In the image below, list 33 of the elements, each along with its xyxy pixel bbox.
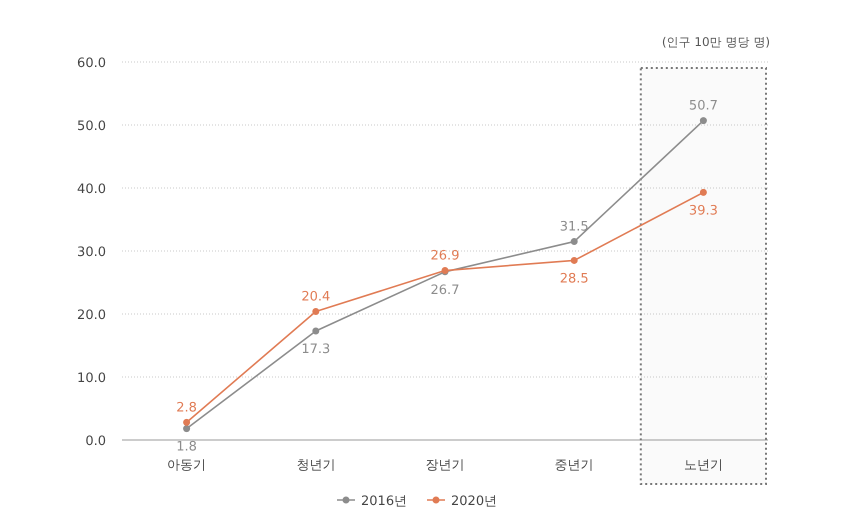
point — [700, 188, 707, 196]
legend-label: 2020년 — [451, 494, 498, 509]
y-tick-label: 40.0 — [77, 182, 106, 197]
point — [312, 308, 320, 315]
data-label: 20.4 — [301, 289, 330, 304]
point — [570, 238, 578, 246]
point — [183, 418, 190, 426]
point — [570, 256, 578, 264]
data-label: 2.8 — [176, 400, 197, 416]
x-tick-label: 중년기 — [554, 458, 594, 473]
x-tick-label: 노년기 — [684, 458, 723, 473]
data-label: 50.7 — [688, 98, 718, 114]
point — [312, 328, 320, 335]
y-tick-label: 20.0 — [77, 308, 106, 323]
x-tick-label: 장년기 — [426, 458, 464, 473]
point — [183, 425, 190, 432]
data-label: 39.3 — [688, 203, 718, 218]
data-label: 17.3 — [301, 342, 330, 358]
y-tick-label: 50.0 — [77, 119, 106, 134]
x-tick-label: 청년기 — [296, 458, 336, 473]
data-label: 1.8 — [176, 440, 197, 455]
legend-label: 2016년 — [361, 494, 408, 509]
data-label: 28.5 — [560, 271, 589, 286]
y-tick-label: 10.0 — [77, 371, 106, 386]
x-tick-label: 아동기 — [167, 458, 206, 473]
point — [700, 117, 707, 124]
text: (인구 10만 명당 명) — [662, 35, 770, 49]
y-tick-label: 30.0 — [77, 245, 106, 260]
data-label: 26.7 — [430, 282, 460, 298]
y-tick-label: 0.0 — [85, 434, 106, 449]
y-tick-label: 60.0 — [77, 56, 106, 71]
data-label: 31.5 — [560, 220, 589, 235]
data-label: 26.9 — [430, 248, 460, 264]
